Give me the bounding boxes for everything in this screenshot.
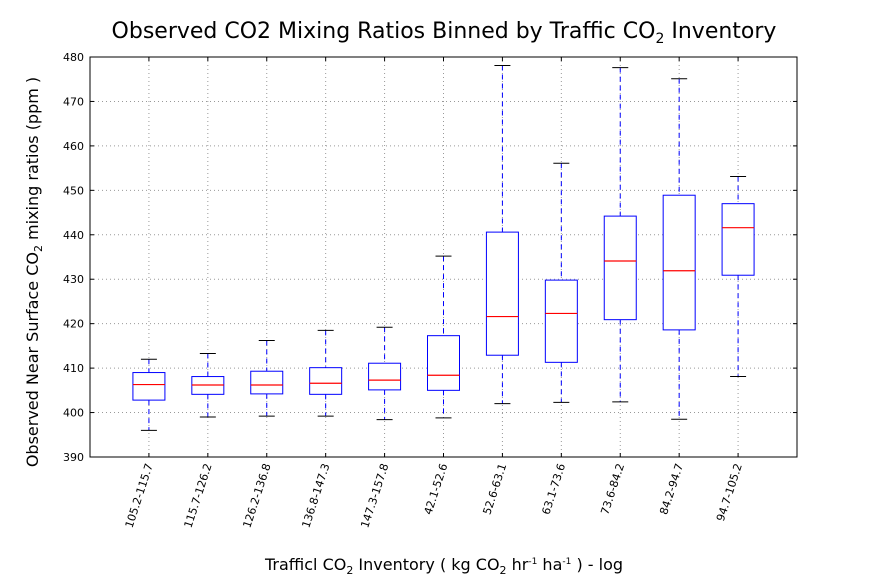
y-tick-label: 480	[63, 51, 84, 64]
x-tick-label: 73.6-84.2	[598, 462, 627, 516]
chart-title-main: Observed CO2 Mixing Ratios Binned by Tra…	[112, 19, 656, 44]
box-42.1-52.6	[427, 255, 460, 419]
y-axis-ticks: 390 400 410 420 430 440 450 460 470 480	[63, 51, 797, 464]
iqr-box	[544, 279, 578, 363]
x-tick-label: 115.7-126.2	[182, 462, 215, 530]
y-tick-label: 450	[63, 184, 84, 197]
x-axis-label-sub2: 2	[500, 564, 507, 577]
box-52.6-63.1	[485, 64, 519, 405]
x-tick-label: 105.2-115.7	[123, 462, 156, 530]
y-tick-label: 430	[63, 273, 84, 286]
iqr-box	[603, 215, 637, 321]
box-126.2-136.8	[250, 340, 284, 417]
box-84.2-94.7	[662, 78, 696, 420]
box-115.7-126.2	[191, 352, 225, 418]
x-tick-label: 63.1-73.6	[539, 462, 568, 516]
x-axis-label-p5: ) - log	[571, 555, 623, 574]
x-tick-label: 126.2-136.8	[241, 462, 274, 530]
box-136.8-147.3	[309, 329, 343, 417]
iqr-box	[662, 194, 696, 331]
y-axis-label-p2: mixing ratios (ppm )	[23, 77, 42, 245]
x-axis-ticks: 105.2-115.7 115.7-126.2 126.2-136.8 136.8-1…	[123, 57, 745, 530]
x-axis-label-p2: Inventory ( kg CO	[353, 555, 499, 574]
y-tick-label: 400	[63, 407, 84, 420]
x-axis-label-p3: hr	[507, 555, 529, 574]
iqr-box	[132, 372, 166, 401]
box-63.1-73.6	[544, 162, 578, 403]
box-73.6-84.2	[603, 67, 637, 403]
y-tick-label: 420	[63, 318, 84, 331]
y-axis-label: Observed Near Surface CO2 mixing ratios …	[23, 77, 45, 467]
y-tick-label: 460	[63, 140, 84, 153]
x-axis-label-sub1: 2	[346, 564, 353, 577]
box-147.3-157.8	[368, 326, 402, 421]
x-axis-label-sup1: -1	[528, 557, 537, 567]
y-axis-label-sub: 2	[32, 245, 45, 252]
x-tick-label: 84.2-94.7	[657, 462, 686, 516]
x-axis-label-p4: ha	[537, 555, 562, 574]
iqr-box	[427, 335, 460, 391]
x-axis-label-p1: Trafficl CO	[264, 555, 346, 574]
iqr-box	[721, 203, 755, 276]
x-tick-label: 52.6-63.1	[481, 462, 510, 516]
y-tick-label: 470	[63, 95, 84, 108]
chart-title-tail: Inventory	[664, 19, 776, 44]
x-tick-label: 147.3-157.8	[358, 462, 391, 530]
x-tick-label: 42.1-52.6	[422, 462, 451, 516]
y-tick-label: 410	[63, 362, 84, 375]
x-tick-label: 94.7-105.2	[714, 462, 745, 523]
iqr-box	[485, 231, 519, 356]
iqr-box	[309, 367, 343, 395]
chart-title-subscript: 2	[655, 31, 664, 47]
iqr-box	[250, 370, 284, 395]
y-tick-label: 390	[63, 451, 84, 464]
chart-title: Observed CO2 Mixing Ratios Binned by Tra…	[112, 19, 777, 47]
iqr-box	[368, 362, 402, 391]
box-94.7-105.2	[721, 176, 755, 378]
y-axis-label-p1: Observed Near Surface CO	[23, 252, 42, 467]
x-tick-label: 136.8-147.3	[299, 462, 332, 530]
y-tick-label: 440	[63, 229, 84, 242]
x-axis-label-sup2: -1	[562, 557, 571, 567]
box-105.2-115.7	[132, 358, 166, 431]
box-series	[132, 64, 755, 431]
x-axis-label: Trafficl CO2 Inventory ( kg CO2 hr-1 ha-…	[264, 555, 623, 577]
